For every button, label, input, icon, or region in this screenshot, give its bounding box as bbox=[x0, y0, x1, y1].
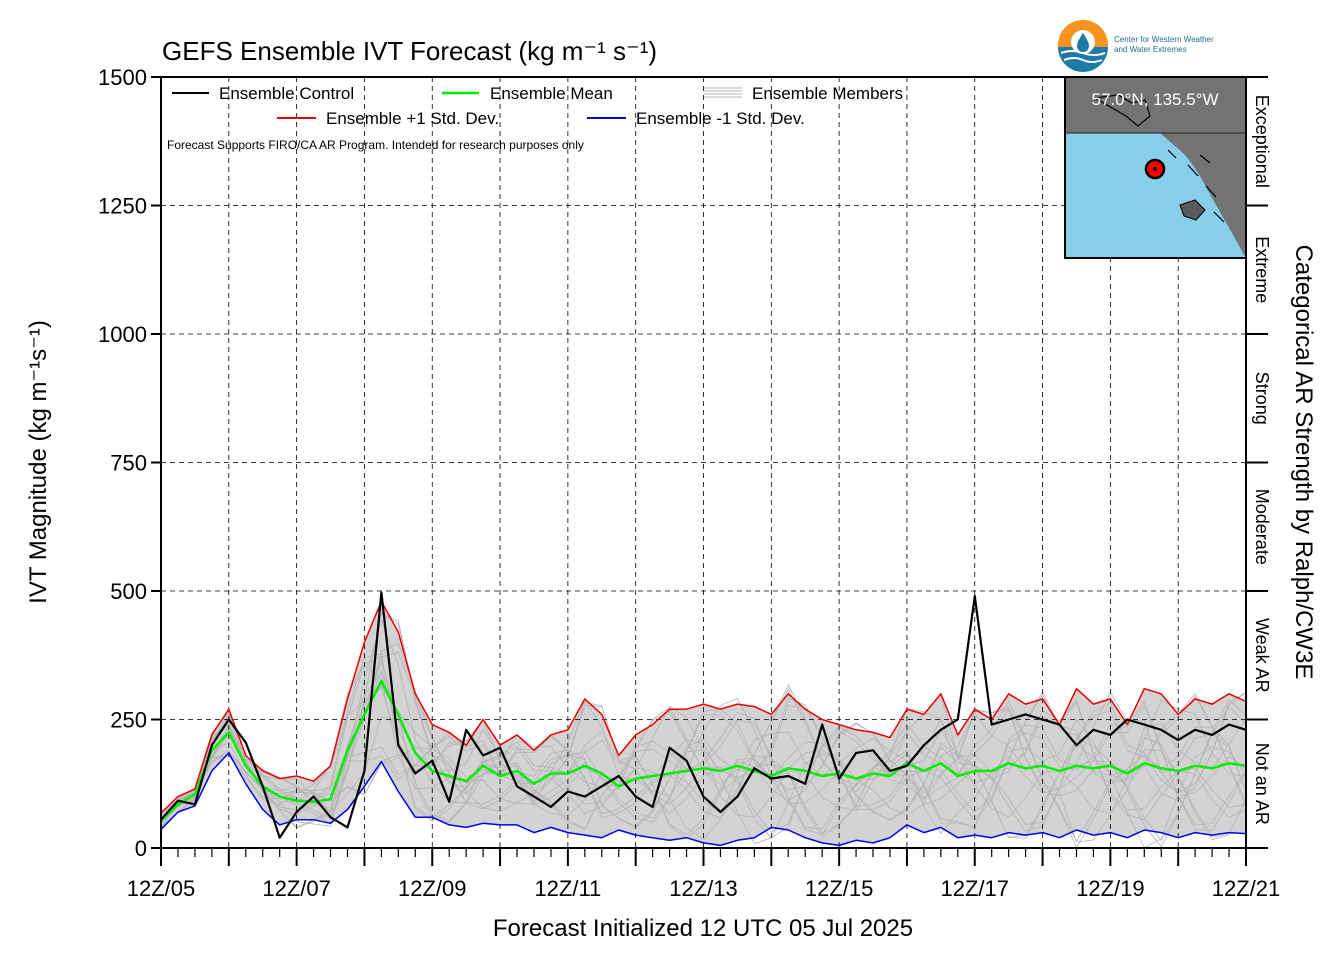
x-tick-label: 12Z/05 bbox=[127, 876, 196, 901]
category-label: Not an AR bbox=[1252, 743, 1272, 825]
water-drop-icon bbox=[1077, 33, 1089, 52]
legend-label-members: Ensemble Members bbox=[752, 84, 903, 103]
location-marker-center bbox=[1153, 167, 1157, 171]
category-label: Moderate bbox=[1252, 489, 1272, 565]
logo-wave-2 bbox=[1063, 57, 1103, 63]
y-tick-label: 0 bbox=[135, 836, 147, 861]
x-tick-label: 12Z/21 bbox=[1212, 876, 1281, 901]
legend-swatch-members bbox=[704, 87, 742, 98]
x-tick-label: 12Z/07 bbox=[262, 876, 331, 901]
inset-map-label: 57.0°N, 135.5°W bbox=[1092, 90, 1219, 109]
category-label: Exceptional bbox=[1252, 95, 1272, 188]
y-axis-label: IVT Magnitude (kg m⁻¹s⁻¹) bbox=[25, 320, 52, 604]
ensemble-member-line bbox=[160, 653, 1247, 839]
cw3e-logo: Center for Western Weather and Water Ext… bbox=[1058, 20, 1214, 72]
series-mean-line bbox=[160, 679, 1247, 823]
legend-label-minus-std: Ensemble -1 Std. Dev. bbox=[636, 109, 805, 128]
y-tick-label: 1250 bbox=[98, 194, 147, 219]
inset-map: 57.0°N, 135.5°W bbox=[1064, 76, 1247, 259]
x-tick-label: 12Z/13 bbox=[669, 876, 738, 901]
legend-label-plus-std: Ensemble +1 Std. Dev. bbox=[326, 109, 499, 128]
series-plus-std-line bbox=[160, 600, 1247, 814]
y-tick-label: 250 bbox=[110, 708, 147, 733]
axis-layer: 0 250 500 750 1000 1250 1500 12Z/05 12Z/07 12Z/09… bbox=[98, 65, 1280, 901]
x-tick-label: 12Z/17 bbox=[941, 876, 1010, 901]
ensemble-member-line bbox=[160, 612, 1247, 848]
ensemble-member-line bbox=[160, 691, 1247, 840]
inset-map-frame bbox=[1064, 76, 1247, 259]
inset-map-island bbox=[1179, 199, 1206, 221]
y-tick-label: 750 bbox=[110, 451, 147, 476]
x-tick-label: 12Z/11 bbox=[534, 876, 601, 901]
legend-label-control: Ensemble Control bbox=[219, 84, 354, 103]
legend-label-mean: Ensemble Mean bbox=[490, 84, 613, 103]
logo-text-line1: Center for Western Weather bbox=[1114, 35, 1214, 44]
spread-band bbox=[161, 601, 1246, 846]
spread-band-layer bbox=[161, 601, 1246, 846]
series-control-line bbox=[160, 591, 1247, 839]
category-label: Extreme bbox=[1252, 236, 1272, 303]
x-tick-label: 12Z/19 bbox=[1076, 876, 1145, 901]
logo-text-line2: and Water Extremes bbox=[1114, 45, 1187, 54]
series-minus-std-line bbox=[160, 752, 1247, 847]
research-note: Forecast Supports FIRO/CA AR Program. In… bbox=[167, 138, 584, 152]
x-tick-label: 12Z/09 bbox=[398, 876, 467, 901]
inset-map-coastline bbox=[1093, 94, 1151, 127]
chart-title: GEFS Ensemble IVT Forecast (kg m⁻¹ s⁻¹) bbox=[162, 36, 657, 66]
ensemble-member-line bbox=[160, 691, 1247, 838]
ensemble-member-line bbox=[160, 664, 1247, 844]
x-tick-label: 12Z/15 bbox=[805, 876, 874, 901]
right-axis-label: Categorical AR Strength by Ralph/CW3E bbox=[1290, 245, 1317, 680]
inset-map-islands bbox=[1167, 149, 1225, 223]
ensemble-member-line bbox=[160, 685, 1247, 843]
y-tick-label: 500 bbox=[110, 579, 147, 604]
inset-map-ocean bbox=[1065, 133, 1246, 258]
x-axis-label: Forecast Initialized 12 UTC 05 Jul 2025 bbox=[493, 915, 913, 942]
ensemble-member-line bbox=[160, 619, 1247, 849]
y-tick-label: 1500 bbox=[98, 65, 147, 90]
legend: Ensemble Control Ensemble Mean Ensemble … bbox=[167, 84, 903, 152]
y-tick-label: 1000 bbox=[98, 322, 147, 347]
category-label: Strong bbox=[1252, 372, 1272, 425]
ensemble-member-line bbox=[160, 655, 1247, 839]
series-layer bbox=[160, 591, 1247, 847]
category-label: Weak AR bbox=[1252, 618, 1272, 693]
